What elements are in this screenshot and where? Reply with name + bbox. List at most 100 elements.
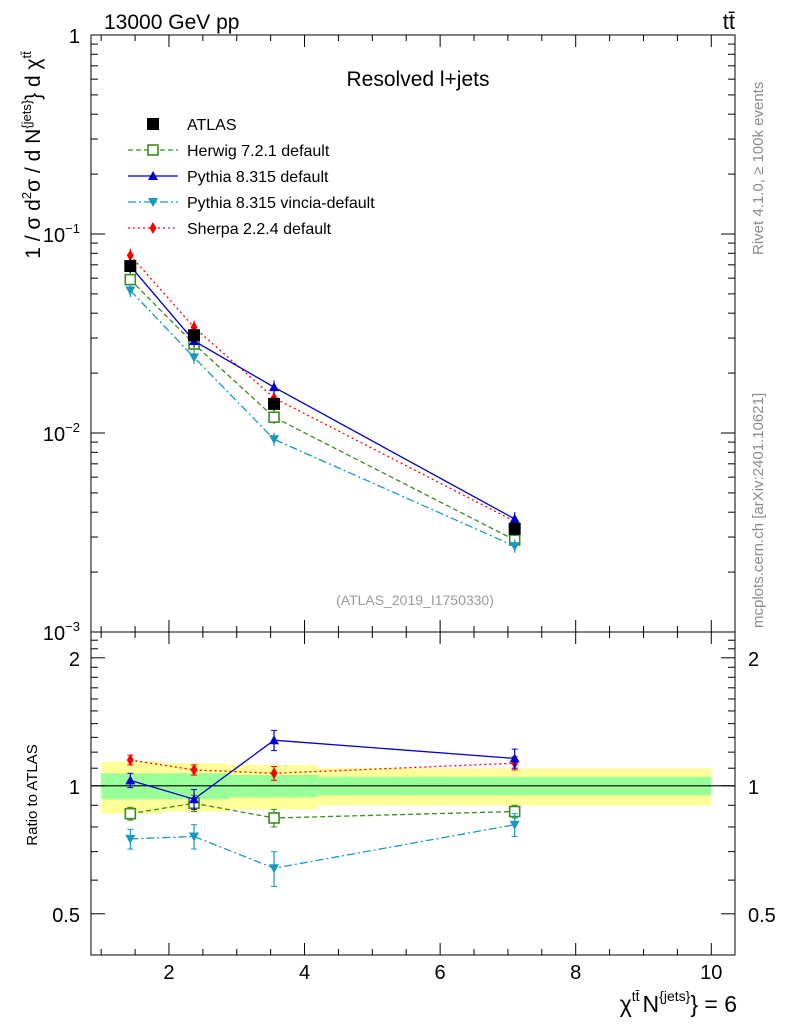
- data-point-marker: [126, 249, 134, 262]
- y-axis-label-part: σ / d N: [22, 129, 45, 192]
- ratio-y-tick-label-left: 0.5: [52, 905, 80, 927]
- data-point-marker: [270, 767, 278, 780]
- data-point-marker: [188, 329, 201, 342]
- data-point-marker: [509, 753, 520, 763]
- x-axis-label-part: {jets}: [659, 988, 690, 1004]
- data-series: [124, 248, 521, 887]
- y-axis-label-part: {jets}: [19, 99, 34, 129]
- ratio-series-2: [125, 729, 520, 810]
- y-tick-label-exponent: −2: [65, 420, 80, 435]
- legend-label: Herwig 7.2.1 default: [187, 143, 330, 160]
- ratio-y-tick-label-left: 1: [69, 777, 80, 799]
- x-axis-label-part: } = 6: [690, 991, 737, 1017]
- series-line: [129, 255, 515, 522]
- data-point-marker: [124, 260, 137, 273]
- y-tick-label: 1: [69, 26, 80, 48]
- ratio-y-tick-label-left: 2: [69, 649, 80, 671]
- x-tick-label: 8: [570, 962, 581, 984]
- y-axis-label-part: tt̄: [19, 51, 34, 59]
- data-point-marker: [148, 171, 158, 180]
- data-point-marker: [509, 542, 520, 552]
- x-tick-label: 2: [163, 962, 174, 984]
- x-axis-label-part: N: [643, 991, 660, 1017]
- ratio-line: [130, 739, 515, 800]
- data-point-marker: [269, 382, 280, 392]
- rivet-label: Rivet 4.1.0, ≥ 100k events: [750, 82, 767, 255]
- data-point-marker: [124, 807, 137, 820]
- data-point-marker: [509, 513, 520, 523]
- series-1: [124, 272, 521, 547]
- y-tick-label: 10−2: [43, 420, 80, 446]
- x-tick-label: 6: [435, 962, 446, 984]
- data-point-marker: [189, 794, 200, 804]
- legend-label: Sherpa 2.2.4 default: [187, 221, 332, 238]
- ratio-series-3: [125, 813, 520, 887]
- legend-entry: Sherpa 2.2.4 default: [128, 221, 332, 238]
- series-4: [126, 248, 519, 528]
- y-tick-label-exponent: −1: [65, 221, 80, 236]
- y-axis-label-part: 2: [19, 192, 34, 199]
- data-point-marker: [268, 812, 280, 824]
- legend-entry: Herwig 7.2.1 default: [128, 143, 330, 160]
- y-tick-label-base: 10: [43, 424, 65, 446]
- x-tick-label: 4: [299, 962, 310, 984]
- data-point-marker: [125, 286, 136, 296]
- legend-entry: Pythia 8.315 default: [128, 169, 329, 186]
- y-tick-label-base: 10: [43, 623, 65, 645]
- ratio-line: [130, 802, 515, 819]
- y-axis-label-part: } d χ: [22, 58, 45, 99]
- process-label: tt̄: [723, 9, 735, 34]
- legend: ATLAS Herwig 7.2.1 default Pythia 8.315 de…: [128, 117, 375, 238]
- data-point-marker: [509, 820, 520, 830]
- ratio-y-tick-label-right: 2: [748, 649, 759, 671]
- data-point-marker: [125, 775, 136, 785]
- data-point-marker: [125, 834, 136, 844]
- data-point-marker: [268, 411, 280, 424]
- data-point-marker: [148, 198, 158, 207]
- y-tick-label: 10−1: [43, 221, 80, 247]
- uncertainty-bands: [91, 761, 735, 814]
- mcplots-label: mcplots.cern.ch [arXiv:2401.10621]: [750, 393, 767, 628]
- legend-label: ATLAS: [187, 117, 237, 134]
- ratio-y-axis-label: Ratio to ATLAS: [24, 744, 41, 845]
- axis-ticks: [91, 34, 735, 956]
- x-axis-label-part: tt̄: [632, 988, 640, 1004]
- data-point-marker: [147, 118, 159, 130]
- data-point-marker: [189, 832, 200, 842]
- plot-frames: [90, 34, 736, 956]
- data-point-marker: [268, 397, 281, 410]
- y-tick-label-exponent: −3: [65, 619, 80, 634]
- energy-label: 13000 GeV pp: [104, 11, 239, 34]
- legend-entry: Pythia 8.315 vincia-default: [128, 195, 375, 212]
- ratio-y-tick-label-right: 0.5: [748, 905, 776, 927]
- data-point-marker: [189, 353, 200, 363]
- data-point-marker: [269, 435, 280, 445]
- series-3: [125, 283, 520, 553]
- ratio-frame: [90, 631, 736, 956]
- legend-label: Pythia 8.315 default: [187, 169, 329, 186]
- y-tick-label: 10−3: [43, 619, 80, 645]
- y-tick-label-base: 10: [43, 225, 65, 247]
- series-2: [125, 259, 520, 526]
- data-point-marker: [269, 864, 280, 874]
- legend-label: Pythia 8.315 vincia-default: [187, 195, 375, 212]
- data-point-marker: [508, 522, 521, 535]
- x-axis-label-part: χ: [620, 991, 632, 1017]
- analysis-label: (ATLAS_2019_I1750330): [336, 592, 494, 608]
- data-point-marker: [126, 753, 134, 766]
- y-tick-label-base: 1: [69, 26, 80, 48]
- data-point-marker: [149, 222, 157, 234]
- data-point-marker: [190, 763, 198, 776]
- ratio-line: [130, 824, 515, 869]
- chart-title: Resolved l+jets: [347, 68, 490, 91]
- series-line: [129, 265, 515, 520]
- series-0: [124, 259, 521, 536]
- legend-entry: ATLAS: [147, 117, 237, 134]
- x-axis-label: χtt̄ N{jets}} = 6: [620, 988, 737, 1017]
- data-point-marker: [124, 273, 137, 286]
- series-line: [129, 290, 515, 547]
- y-axis-label: 1 / σ d2σ / d N{jets}} d χtt̄: [19, 51, 45, 259]
- data-point-marker: [147, 144, 159, 156]
